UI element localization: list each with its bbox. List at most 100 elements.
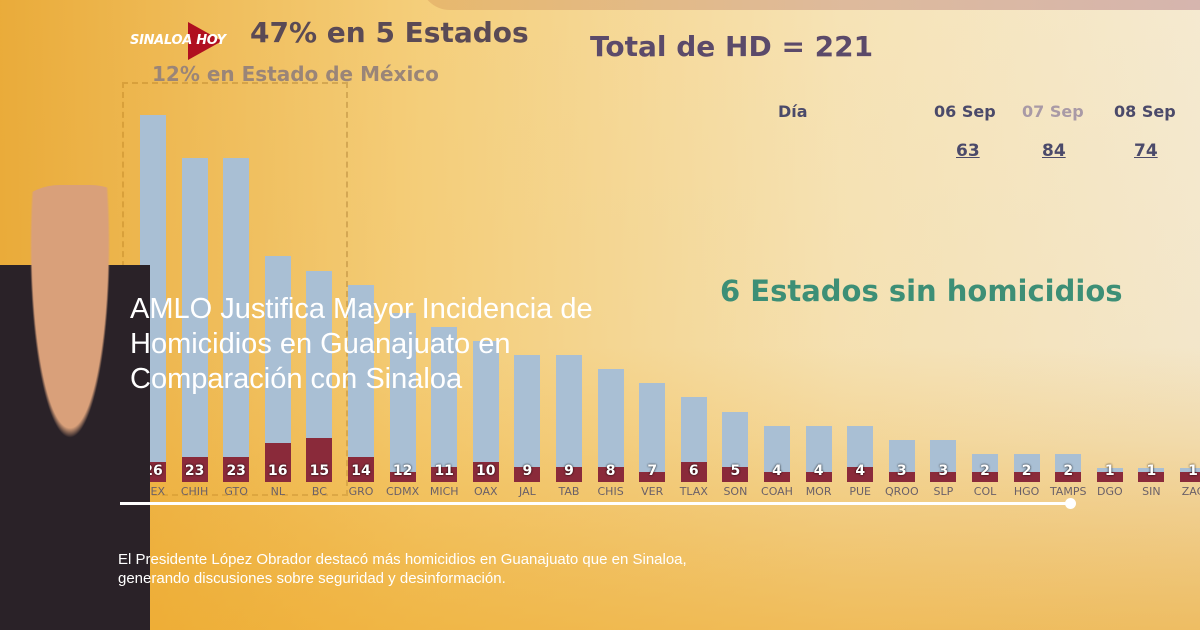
- bar-value-label: 1: [1188, 463, 1198, 479]
- bar-value-label: 9: [522, 463, 533, 479]
- bar-base-segment: [556, 467, 582, 482]
- bar-value-label: 3: [896, 463, 907, 479]
- sinaloa-hoy-logo[interactable]: SINALOA HOY: [130, 22, 240, 60]
- state-label: GRO: [348, 485, 374, 498]
- bar-base-segment: [639, 471, 666, 482]
- bar-base-segment: [888, 471, 915, 482]
- state-label: TAB: [558, 485, 580, 498]
- bar-tamps: [1055, 453, 1082, 482]
- state-label: OAX: [474, 485, 498, 498]
- bar-value-label: 1: [1104, 463, 1115, 479]
- article-title[interactable]: AMLO Justifica Mayor Incidencia de Homic…: [130, 293, 593, 395]
- state-label: DGO: [1096, 485, 1123, 498]
- bar-value-label: 5: [730, 463, 741, 479]
- bar-base-segment: [514, 467, 541, 482]
- state-label: QROO: [884, 485, 919, 498]
- day-date: 06 Sep: [934, 102, 996, 121]
- bar-base-segment: [597, 467, 624, 482]
- bar-mor: [805, 425, 832, 482]
- bar-base-segment: [1013, 471, 1040, 482]
- bar-base-segment: [181, 457, 208, 482]
- state-label: SON: [723, 485, 748, 498]
- bar-value-label: 10: [476, 463, 496, 479]
- slide-subheadline: 12% en Estado de México: [152, 62, 439, 86]
- bar-chih: [181, 157, 208, 482]
- bar-oax: [472, 341, 499, 482]
- bar-base-segment: [223, 457, 250, 482]
- logo-text: SINALOA HOY: [130, 33, 226, 48]
- bar-nl: [264, 256, 291, 482]
- bar-cdmx: [389, 312, 416, 482]
- bar-col: [972, 453, 998, 482]
- bar-base-segment: [1096, 471, 1123, 482]
- article-description: El Presidente López Obrador destacó más …: [118, 551, 687, 587]
- bar-zac: [1180, 467, 1200, 482]
- state-label: SIN: [1142, 485, 1161, 498]
- state-label: COL: [973, 485, 997, 498]
- bar-base-segment: [1055, 471, 1082, 482]
- state-label: CDMX: [386, 485, 420, 498]
- bar-gro: [348, 284, 374, 482]
- bar-value-label: 11: [434, 463, 454, 479]
- bar-base-segment: [722, 467, 749, 482]
- state-label: SLP: [933, 485, 954, 498]
- speaker-figure: [0, 185, 150, 630]
- day-date: 07 Sep: [1022, 102, 1084, 121]
- day-label: Día: [778, 102, 808, 121]
- bar-value-label: 7: [647, 463, 658, 479]
- slide-total: Total de HD = 221: [590, 30, 874, 63]
- bar-value-label: 23: [226, 463, 246, 479]
- bar-value-label: 12: [392, 463, 413, 479]
- state-label: PUE: [849, 485, 871, 498]
- bar-gto: [223, 157, 250, 482]
- bar-value-label: 1: [1146, 463, 1157, 479]
- state-label: JAL: [519, 485, 536, 498]
- bar-value-label: 8: [605, 463, 616, 479]
- bar-base-segment: [1138, 471, 1165, 482]
- play-triangle-icon: [188, 22, 222, 60]
- state-label: VER: [641, 485, 664, 498]
- bar-value-label: 2: [1021, 463, 1032, 479]
- state-label: TLAX: [679, 485, 708, 498]
- bar-base-segment: [972, 471, 998, 482]
- bar-value-label: 4: [772, 463, 782, 479]
- bar-base-segment: [847, 467, 874, 482]
- bar-value-label: 9: [564, 463, 574, 479]
- state-label: MICH: [429, 485, 459, 498]
- bar-base-segment: [930, 471, 957, 482]
- bar-qroo: [888, 439, 915, 482]
- bar-slp: [930, 439, 957, 482]
- bar-value-label: 2: [1063, 463, 1074, 479]
- state-label: COAH: [761, 485, 793, 498]
- bar-base-segment: [805, 471, 832, 482]
- bar-jal: [514, 355, 541, 482]
- state-label: CHIS: [597, 485, 624, 498]
- day-value: 63: [956, 141, 980, 161]
- bar-base-segment: [431, 467, 458, 482]
- bar-value-label: 4: [855, 463, 866, 479]
- bar-value-label: 4: [813, 463, 824, 479]
- day-value: 84: [1042, 141, 1066, 161]
- bar-pue: [847, 425, 874, 482]
- bar-sin: [1138, 467, 1165, 482]
- bar-tab: [556, 355, 582, 482]
- bar-bc: [306, 270, 333, 482]
- bar-base-segment: [764, 471, 790, 482]
- state-label: NL: [270, 485, 285, 498]
- bar-dgo: [1096, 467, 1123, 482]
- bar-tlax: [680, 397, 707, 482]
- state-label: MOR: [805, 485, 832, 498]
- state-label: CHIH: [180, 485, 209, 498]
- state-label: BC: [311, 485, 327, 498]
- bar-value-label: 2: [980, 463, 990, 479]
- bar-value-label: 14: [351, 463, 371, 479]
- bar-chis: [597, 369, 624, 482]
- bar-value-label: 6: [688, 463, 699, 479]
- state-label: HGO: [1013, 485, 1040, 498]
- state-label: TAMPS: [1049, 485, 1087, 498]
- progress-line: [120, 502, 1071, 505]
- bar-base-segment: [472, 462, 499, 482]
- day-date: 08 Sep: [1114, 102, 1176, 121]
- bar-coah: [764, 425, 790, 482]
